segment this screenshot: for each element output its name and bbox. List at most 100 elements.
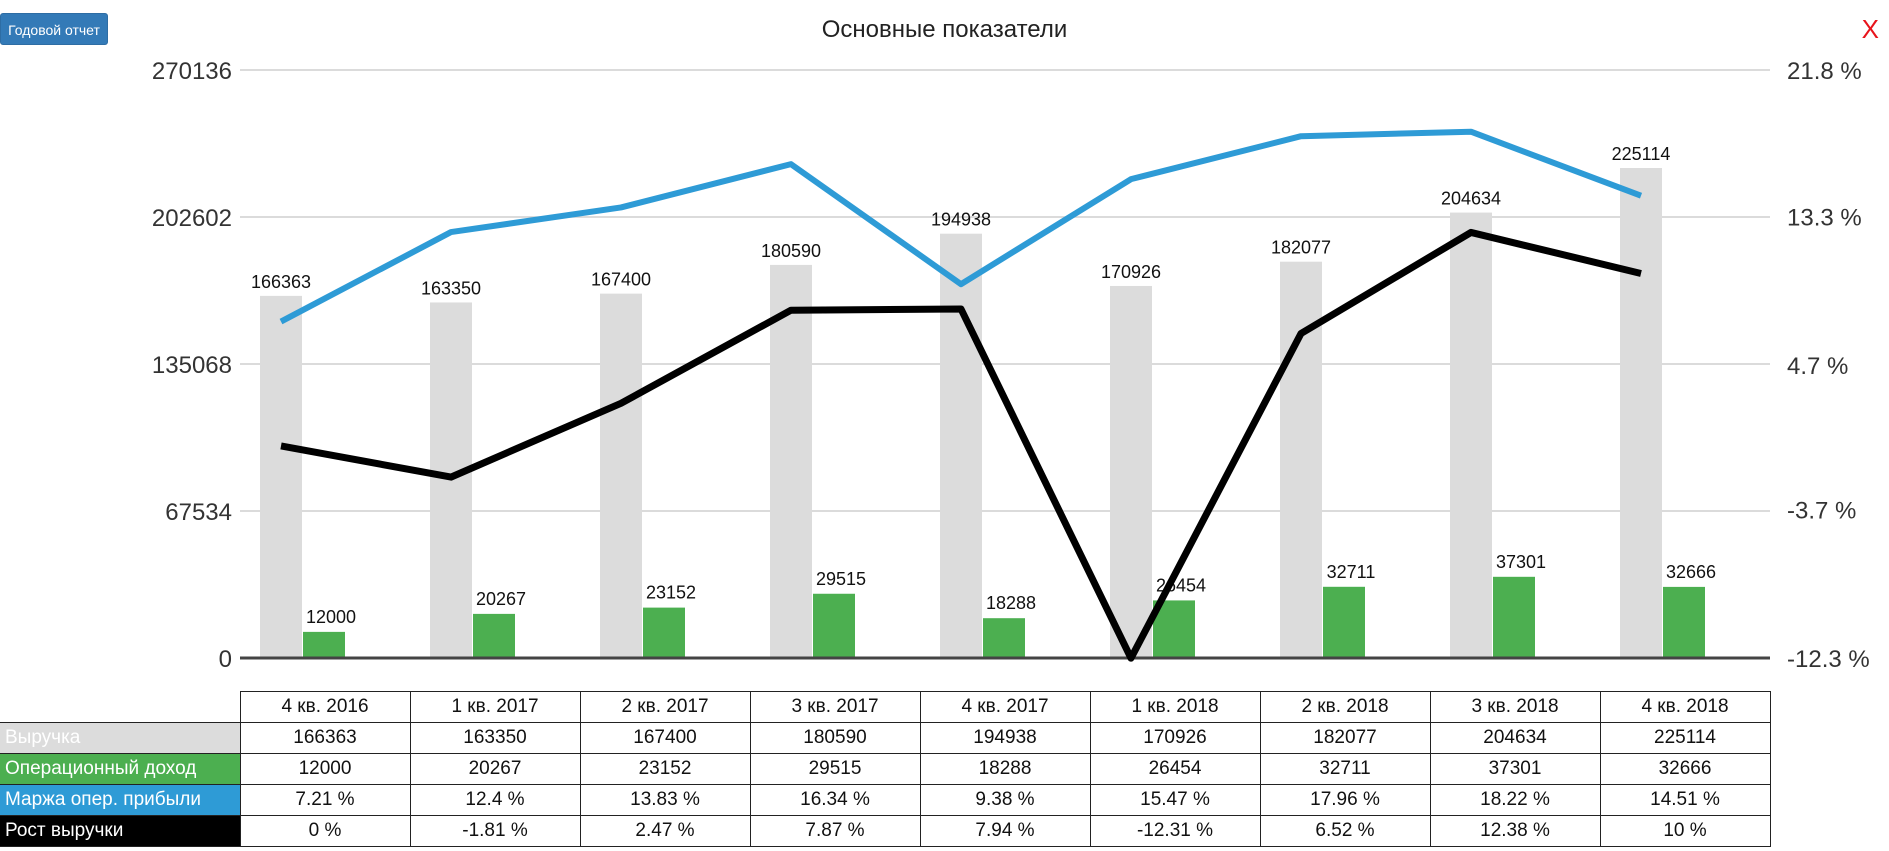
revenue-bar [1450,212,1492,659]
table-cell: 32711 [1259,753,1431,785]
table-row: Рост выручки 0 % -1.81 % 2.47 % 7.87 % 7.94 %… [0,815,1771,847]
table-cell: 29515 [749,753,921,785]
table-cell: 18288 [919,753,1091,785]
table-cell: 32666 [1599,753,1771,785]
table-header-row: 4 кв. 2016 1 кв. 2017 2 кв. 2017 3 кв. 2017… [0,691,1771,723]
category-label: 4 кв. 2017 [919,691,1091,723]
right-tick-label: -12.3 % [1787,646,1870,673]
category-label: 2 кв. 2017 [579,691,751,723]
revenue-data-label: 225114 [1612,144,1671,164]
revenue-bar [770,264,812,658]
table-cell: -1.81 % [409,815,581,847]
operating-income-bar [473,613,515,658]
table-cell: 6.52 % [1259,815,1431,847]
table-cell: 20267 [409,753,581,785]
operating-income-data-label: 32711 [1327,562,1376,582]
revenue-bar [600,293,642,658]
table-cell: 12000 [239,753,411,785]
operating-income-bar [983,618,1025,658]
revenue-bar [940,233,982,659]
revenue-data-label: 167400 [591,270,651,290]
chart-plot: 0 67534 135068 202602 270136 -12.3 % -3.7 % 4.7… [152,58,1870,673]
category-label: 4 кв. 2018 [1599,691,1771,723]
table-cell: 9.38 % [919,784,1091,816]
table-cell: 0 % [239,815,411,847]
margin-line [279,128,1643,325]
revenue-data-label: 194938 [931,210,991,230]
operating-income-bar [1663,586,1705,658]
table-cell: 194938 [919,722,1091,754]
table-row: Операционный доход 12000 20267 23152 29515 18… [0,753,1771,785]
table-cell: 23152 [579,753,751,785]
revenue-bar [1620,167,1662,659]
category-label: 1 кв. 2017 [409,691,581,723]
operating-income-bar [303,631,345,658]
series-legend-label: Рост выручки [0,815,240,847]
operating-income-bar [813,593,855,658]
left-tick-label: 135068 [152,352,232,379]
left-tick-label: 270136 [152,58,232,85]
category-label: 4 кв. 2016 [239,691,411,723]
table-cell: 13.83 % [579,784,751,816]
category-label: 3 кв. 2017 [749,691,921,723]
operating-income-data-label: 23152 [646,583,696,603]
table-cell: 170926 [1089,722,1261,754]
operating-income-data-label: 12000 [306,607,356,627]
table-corner [0,691,240,723]
close-button[interactable]: X [1861,14,1879,44]
table-cell: 166363 [239,722,411,754]
operating-income-bar [1323,586,1365,658]
left-tick-label: 67534 [165,499,232,526]
table-row: Маржа опер. прибыли 7.21 % 12.4 % 13.83 % 16… [0,784,1771,816]
data-table: 4 кв. 2016 1 кв. 2017 2 кв. 2017 3 кв. 2017… [0,691,1771,847]
operating-income-bar [1493,576,1535,658]
revenue-data-label: 180590 [761,241,821,261]
operating-income-data-label: 29515 [816,569,866,589]
revenue-data-label: 170926 [1101,262,1161,282]
series-legend-label: Маржа опер. прибыли [0,784,240,816]
table-cell: 167400 [579,722,751,754]
table-cell: 180590 [749,722,921,754]
table-cell: 17.96 % [1259,784,1431,816]
operating-income-bar [643,607,685,658]
category-label: 3 кв. 2018 [1429,691,1601,723]
table-cell: 37301 [1429,753,1601,785]
operating-income-data-label: 18288 [986,593,1036,613]
chart-title: Основные показатели [821,16,1068,43]
table-cell: 15.47 % [1089,784,1261,816]
right-tick-label: -3.7 % [1787,498,1856,525]
operating-income-data-label: 20267 [476,589,526,609]
table-cell: 204634 [1429,722,1601,754]
series-legend-label: Выручка [0,722,240,754]
series-legend-label: Операционный доход [0,753,240,785]
table-cell: 182077 [1259,722,1431,754]
revenue-bar [260,295,302,658]
table-cell: 225114 [1599,722,1771,754]
revenue-data-label: 204634 [1441,189,1501,209]
revenue-data-label: 166363 [251,272,311,292]
table-cell: 12.4 % [409,784,581,816]
right-tick-label: 4.7 % [1787,353,1848,380]
table-cell: 18.22 % [1429,784,1601,816]
growth-line [280,228,1642,662]
table-cell: 163350 [409,722,581,754]
annual-report-button[interactable]: Годовой отчет [0,13,108,45]
table-cell: 7.21 % [239,784,411,816]
table-cell: 10 % [1599,815,1771,847]
table-cell: 2.47 % [579,815,751,847]
left-tick-label: 0 [219,646,232,673]
table-cell: 7.87 % [749,815,921,847]
table-cell: 16.34 % [749,784,921,816]
revenue-bar [1110,285,1152,658]
category-label: 2 кв. 2018 [1259,691,1431,723]
left-tick-label: 202602 [152,205,232,232]
revenue-data-label: 182077 [1271,238,1331,258]
table-cell: 14.51 % [1599,784,1771,816]
right-tick-label: 13.3 % [1787,205,1862,232]
table-cell: 12.38 % [1429,815,1601,847]
table-cell: -12.31 % [1089,815,1261,847]
right-tick-label: 21.8 % [1787,58,1862,85]
category-label: 1 кв. 2018 [1089,691,1261,723]
table-row: Выручка 166363 163350 167400 180590 194938 170… [0,722,1771,754]
table-cell: 7.94 % [919,815,1091,847]
